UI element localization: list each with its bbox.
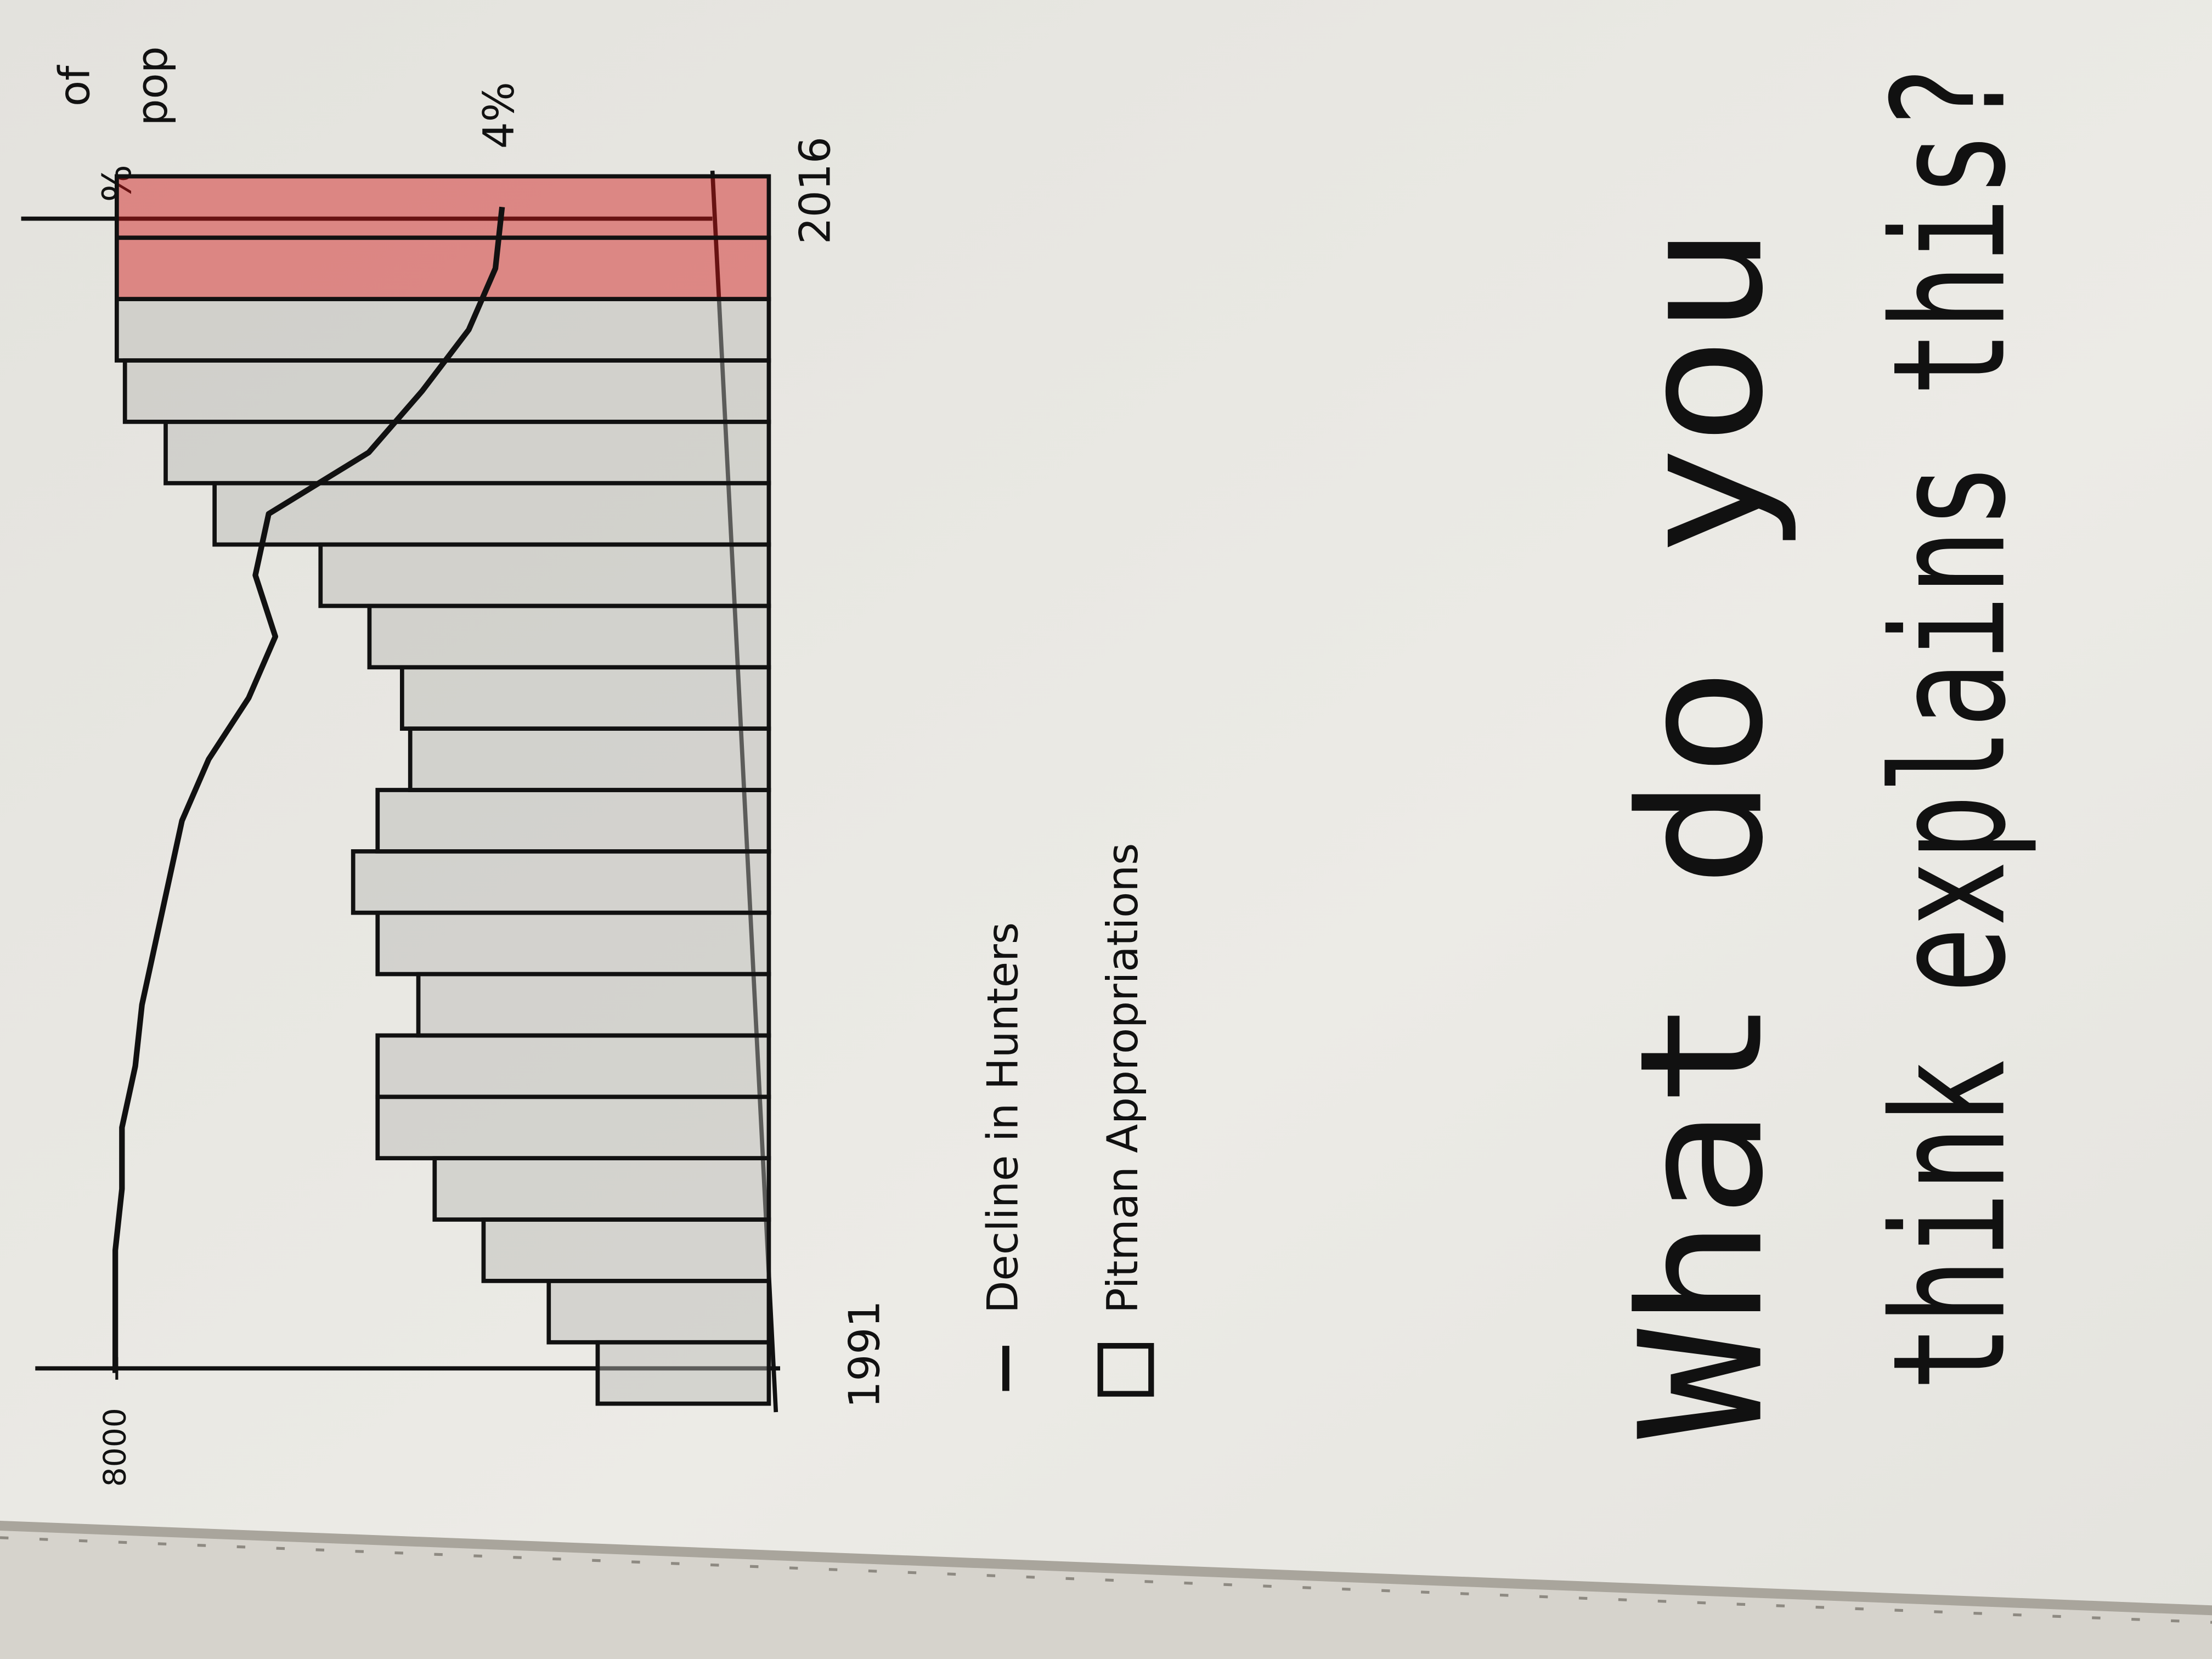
bar xyxy=(375,910,771,977)
bar xyxy=(375,788,771,854)
legend-label: Decline in Hunters xyxy=(978,922,1028,1313)
x-tick-label: 2016 xyxy=(791,137,840,244)
bar xyxy=(595,1340,771,1406)
bar xyxy=(318,542,771,608)
bar xyxy=(546,1279,771,1345)
bar xyxy=(408,726,771,792)
bar xyxy=(163,419,771,486)
bar xyxy=(351,849,771,915)
legend-swatch xyxy=(1097,1343,1154,1397)
bar xyxy=(400,665,771,731)
data-label: 4% xyxy=(475,82,524,149)
bar xyxy=(432,1156,771,1222)
bar xyxy=(481,1217,771,1283)
bar xyxy=(375,1033,771,1099)
bar xyxy=(122,358,771,424)
bar xyxy=(115,297,771,363)
lower-page xyxy=(0,1531,2212,1659)
bar xyxy=(115,174,771,240)
bar xyxy=(375,1094,771,1160)
line xyxy=(112,206,505,1373)
bar xyxy=(367,603,771,670)
bar xyxy=(212,481,771,547)
legend-label: Pitman Appropriations xyxy=(1098,843,1148,1313)
chart: What do you think explains this? 8000%of… xyxy=(21,46,2040,1487)
caption-line: What do you xyxy=(1604,225,1801,1438)
caption-line: think explains this? xyxy=(1859,65,2040,1391)
perforation xyxy=(0,1536,2212,1624)
bar xyxy=(416,972,771,1038)
y-tick-label: 8000 xyxy=(97,1408,133,1487)
bar xyxy=(115,235,771,301)
y2-axis-note: pop xyxy=(128,46,177,126)
y2-axis-note: of xyxy=(50,65,99,106)
x-tick-label: 1991 xyxy=(840,1300,889,1408)
